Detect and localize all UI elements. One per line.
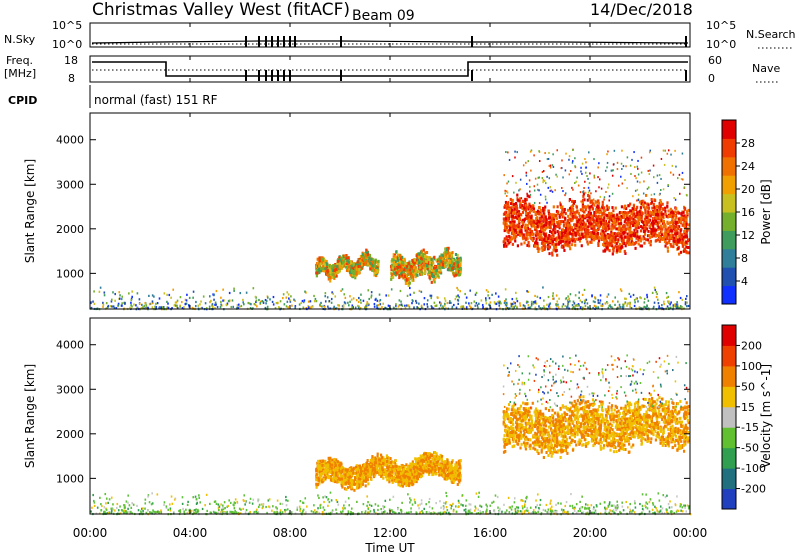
power-ytick-label: 3000	[56, 178, 84, 191]
power-colorbar-tick: 8	[741, 252, 748, 265]
nave-tick-top: 60	[708, 54, 722, 67]
power-colorbar-tick: 20	[741, 183, 755, 196]
site-title: Christmas Valley West (fitACF)	[92, 0, 350, 20]
cpid-text: normal (fast) 151 RF	[94, 93, 218, 107]
x-axis-label: Time UT	[364, 541, 415, 554]
velocity-colorbar-tick: 200	[741, 339, 762, 352]
nsky-tick-bottom: 10^0	[52, 38, 82, 51]
velocity-colorbar-tick: -15	[741, 421, 759, 434]
nsky-tick-top: 10^5	[52, 19, 82, 32]
nave-tick-bottom: 0	[708, 72, 715, 85]
power-ytick-label: 1000	[56, 267, 84, 280]
velocity-colorbar-tick: -200	[741, 483, 766, 496]
velocity-ytick-label: 2000	[56, 428, 84, 441]
power-ytick-label: 2000	[56, 223, 84, 236]
freq-tick-top: 18	[64, 54, 78, 67]
power-colorbar-label: Power [dB]	[759, 179, 773, 244]
date-label: 14/Dec/2018	[590, 0, 693, 19]
velocity-colorbar-tick: -50	[741, 442, 759, 455]
velocity-panel: 1000 2000 3000 4000 Slant Range [km] 200 100…	[23, 317, 773, 516]
velocity-colorbar-tick: 15	[741, 401, 755, 414]
power-colorbar-tick: 28	[741, 137, 755, 150]
power-colorbar-tick: 12	[741, 229, 755, 242]
noise-panel: N.Sky 10^5 10^0 10^5 10^0 N.Search	[4, 19, 796, 51]
nsearch-label: N.Search	[746, 28, 796, 41]
x-tick-label: 04:00	[173, 526, 208, 540]
beam-label: Beam 09	[352, 8, 415, 24]
power-ylabel: Slant Range [km]	[23, 159, 37, 263]
nsky-trace	[91, 40, 689, 44]
power-colorbar-tick: 16	[741, 206, 755, 219]
x-tick-label: 08:00	[273, 526, 308, 540]
nsearch-tick-top: 10^5	[706, 19, 736, 32]
velocity-ytick-label: 1000	[56, 472, 84, 485]
power-colorbar-tick: 24	[741, 160, 755, 173]
power-panel: 1000 2000 3000 4000 Slant Range [km] 4 8 12 16…	[23, 112, 773, 311]
velocity-colorbar-tick: -100	[741, 462, 766, 475]
x-tick-label: 00:00	[673, 526, 708, 540]
power-ytick-label: 4000	[56, 134, 84, 147]
cpid-label: CPID	[8, 94, 37, 107]
nsearch-tick-bottom: 10^0	[706, 38, 736, 51]
x-tick-label: 00:00	[73, 526, 108, 540]
velocity-ytick-label: 3000	[56, 383, 84, 396]
x-tick-label: 12:00	[373, 526, 408, 540]
freq-panel: Freq. [MHz] 18 8 60 0 Nave	[4, 54, 780, 85]
velocity-ylabel: Slant Range [km]	[23, 364, 37, 468]
nave-label: Nave	[752, 62, 780, 75]
freq-trace	[92, 61, 688, 77]
power-colorbar-tick: 4	[741, 275, 748, 288]
freq-tick-bottom: 8	[68, 72, 75, 85]
x-tick-label: 20:00	[573, 526, 608, 540]
x-tick-label: 16:00	[473, 526, 508, 540]
velocity-colorbar-tick: 100	[741, 360, 762, 373]
freq-label: Freq.	[6, 54, 33, 67]
nsky-label: N.Sky	[4, 33, 36, 46]
velocity-colorbar-label: Velocity [m s^-1]	[759, 364, 773, 468]
velocity-ytick-label: 4000	[56, 339, 84, 352]
freq-unit: [MHz]	[4, 67, 36, 80]
velocity-colorbar-tick: 50	[741, 380, 755, 393]
